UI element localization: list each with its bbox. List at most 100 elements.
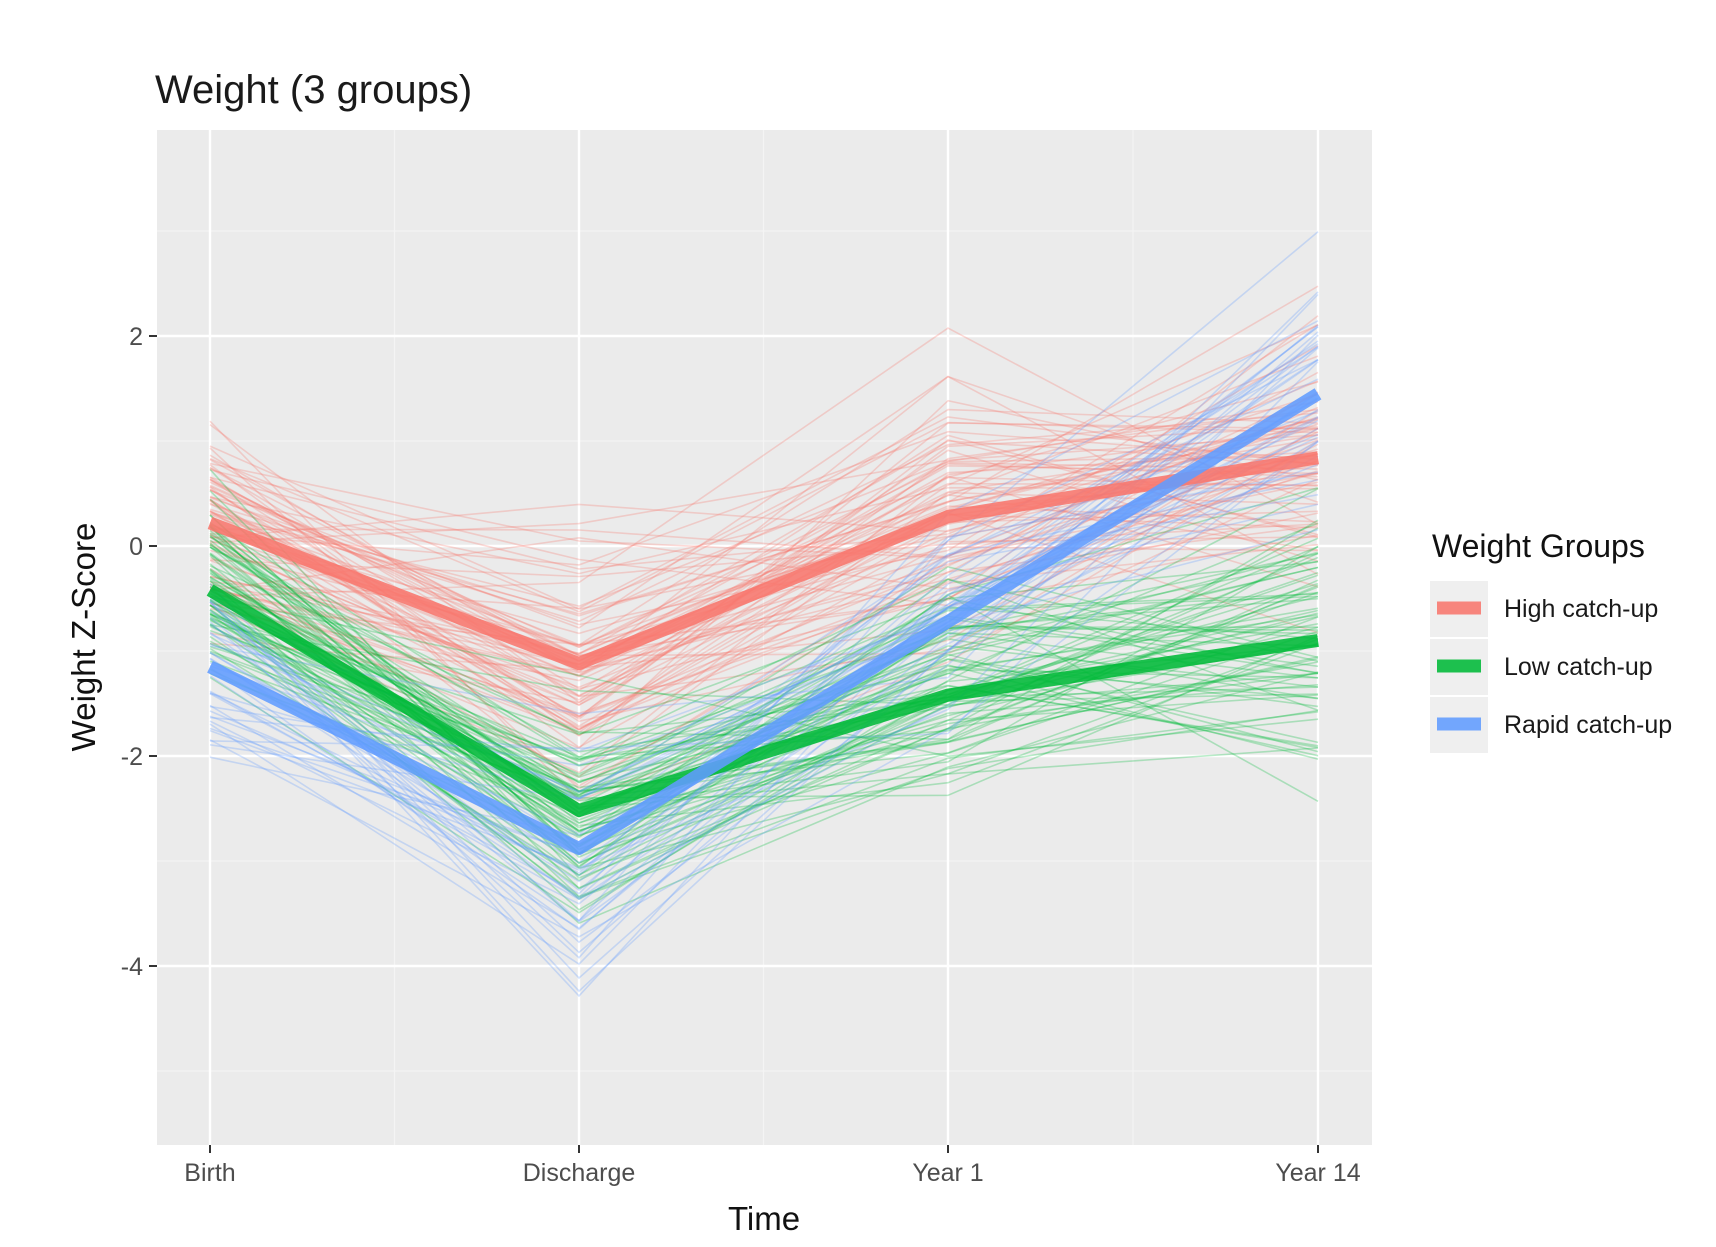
trajectory-line bbox=[209, 436, 1319, 793]
trajectory-line bbox=[209, 326, 1319, 794]
trajectory-line bbox=[209, 334, 1319, 869]
trajectory-line bbox=[209, 409, 1319, 723]
x-tick-label: Year 14 bbox=[1275, 1159, 1360, 1187]
trajectory-line bbox=[209, 460, 1319, 717]
trajectory-line bbox=[209, 578, 1319, 758]
legend: Weight Groups High catch-up Low catch-up R… bbox=[1430, 528, 1672, 753]
x-tick-label: Year 1 bbox=[912, 1159, 983, 1187]
legend-title: Weight Groups bbox=[1432, 528, 1645, 564]
x-axis-ticks: Birth Discharge Year 1 Year 14 bbox=[184, 1145, 1361, 1187]
trajectory-line bbox=[209, 498, 1319, 858]
trajectory-line bbox=[209, 583, 1319, 767]
trajectory-line bbox=[209, 563, 1319, 864]
trajectory-line bbox=[209, 635, 1319, 799]
trajectory-line bbox=[209, 440, 1319, 656]
trajectory-line bbox=[209, 493, 1319, 835]
trajectory-line bbox=[209, 493, 1319, 704]
trajectory-line bbox=[209, 544, 1319, 793]
chart-title: Weight (3 groups) bbox=[155, 68, 472, 112]
trajectory-line bbox=[209, 375, 1319, 674]
trajectory-line bbox=[209, 491, 1319, 778]
trajectory-line bbox=[209, 392, 1319, 900]
trajectory-line bbox=[209, 514, 1319, 855]
trajectory-line bbox=[209, 401, 1319, 663]
trajectory-line bbox=[209, 565, 1319, 797]
trajectory-line bbox=[209, 455, 1319, 608]
trajectory-line bbox=[209, 554, 1319, 898]
legend-label: High catch-up bbox=[1504, 595, 1658, 623]
trajectory-line bbox=[209, 427, 1319, 774]
trajectory-line bbox=[209, 490, 1319, 851]
trajectory-line bbox=[209, 393, 1319, 717]
legend-label: Low catch-up bbox=[1504, 653, 1653, 681]
trajectory-line bbox=[209, 588, 1319, 832]
trajectory-line bbox=[209, 536, 1319, 729]
trajectory-line bbox=[209, 340, 1319, 998]
trajectory-line bbox=[209, 470, 1319, 715]
trajectory-line bbox=[209, 521, 1319, 758]
trajectory-line bbox=[209, 440, 1319, 938]
trajectory-line bbox=[209, 315, 1319, 646]
trajectory-line bbox=[209, 524, 1319, 824]
trajectory-line bbox=[209, 440, 1319, 993]
trajectory-line bbox=[209, 285, 1319, 615]
trajectory-line bbox=[209, 418, 1319, 610]
trajectory-line bbox=[209, 371, 1319, 666]
trajectory-line bbox=[209, 650, 1319, 789]
trajectory-line bbox=[209, 599, 1319, 870]
trajectory-line bbox=[209, 399, 1319, 750]
trajectory-line bbox=[209, 434, 1319, 544]
trajectory-line bbox=[209, 423, 1319, 704]
trajectory-line bbox=[209, 421, 1319, 613]
mean-line-high-catch-up bbox=[207, 451, 1320, 671]
trajectory-line bbox=[209, 381, 1319, 648]
trajectory-line bbox=[209, 596, 1319, 758]
trajectory-line bbox=[209, 513, 1319, 646]
trajectory-line bbox=[209, 416, 1319, 731]
trajectory-line bbox=[209, 624, 1319, 827]
trajectory-line bbox=[209, 585, 1319, 777]
trajectory-line bbox=[209, 546, 1319, 735]
trajectory-line bbox=[209, 487, 1319, 914]
trajectory-line bbox=[209, 422, 1319, 719]
plot-panel bbox=[157, 130, 1372, 1145]
trajectory-line bbox=[209, 514, 1319, 855]
trajectory-line bbox=[209, 427, 1319, 954]
trajectory-line bbox=[209, 408, 1319, 737]
trajectory-line bbox=[209, 325, 1319, 800]
trajectory-line bbox=[209, 576, 1319, 793]
trajectory-line bbox=[209, 324, 1319, 734]
trajectory-line bbox=[209, 552, 1319, 763]
trajectory-line bbox=[209, 502, 1319, 731]
x-tick-label: Birth bbox=[184, 1159, 235, 1187]
trajectory-line bbox=[209, 412, 1319, 623]
y-tick-label: -2 bbox=[121, 743, 143, 771]
y-tick-label: 0 bbox=[129, 533, 143, 561]
trajectory-line bbox=[209, 464, 1319, 676]
trajectory-line bbox=[209, 430, 1319, 566]
trajectory-line bbox=[209, 345, 1319, 558]
trajectory-line bbox=[209, 466, 1319, 657]
trajectory-line bbox=[209, 418, 1319, 728]
trajectory-line bbox=[209, 462, 1319, 559]
trajectory-line bbox=[209, 408, 1319, 767]
trajectory-line bbox=[209, 580, 1319, 911]
trajectory-line bbox=[209, 545, 1319, 753]
trajectory-line bbox=[209, 532, 1319, 806]
trajectory-line bbox=[209, 427, 1319, 654]
trajectory-line bbox=[209, 535, 1319, 760]
trajectory-line bbox=[209, 535, 1319, 809]
trajectory-line bbox=[209, 440, 1319, 901]
y-axis-ticks: 2 0 -2 -4 bbox=[121, 323, 157, 981]
x-axis-title: Time bbox=[728, 1200, 800, 1237]
trajectory-line bbox=[209, 561, 1319, 736]
y-tick-label: 2 bbox=[129, 323, 143, 351]
trajectory-line bbox=[209, 510, 1319, 706]
trajectory-line bbox=[209, 469, 1319, 607]
x-tick-label: Discharge bbox=[523, 1159, 636, 1187]
mean-line-rapid-catch-up bbox=[207, 388, 1322, 855]
trajectory-line bbox=[209, 380, 1319, 570]
trajectory-line bbox=[209, 595, 1319, 837]
legend-keys: High catch-up Low catch-up Rapid catch-up bbox=[1430, 581, 1672, 753]
